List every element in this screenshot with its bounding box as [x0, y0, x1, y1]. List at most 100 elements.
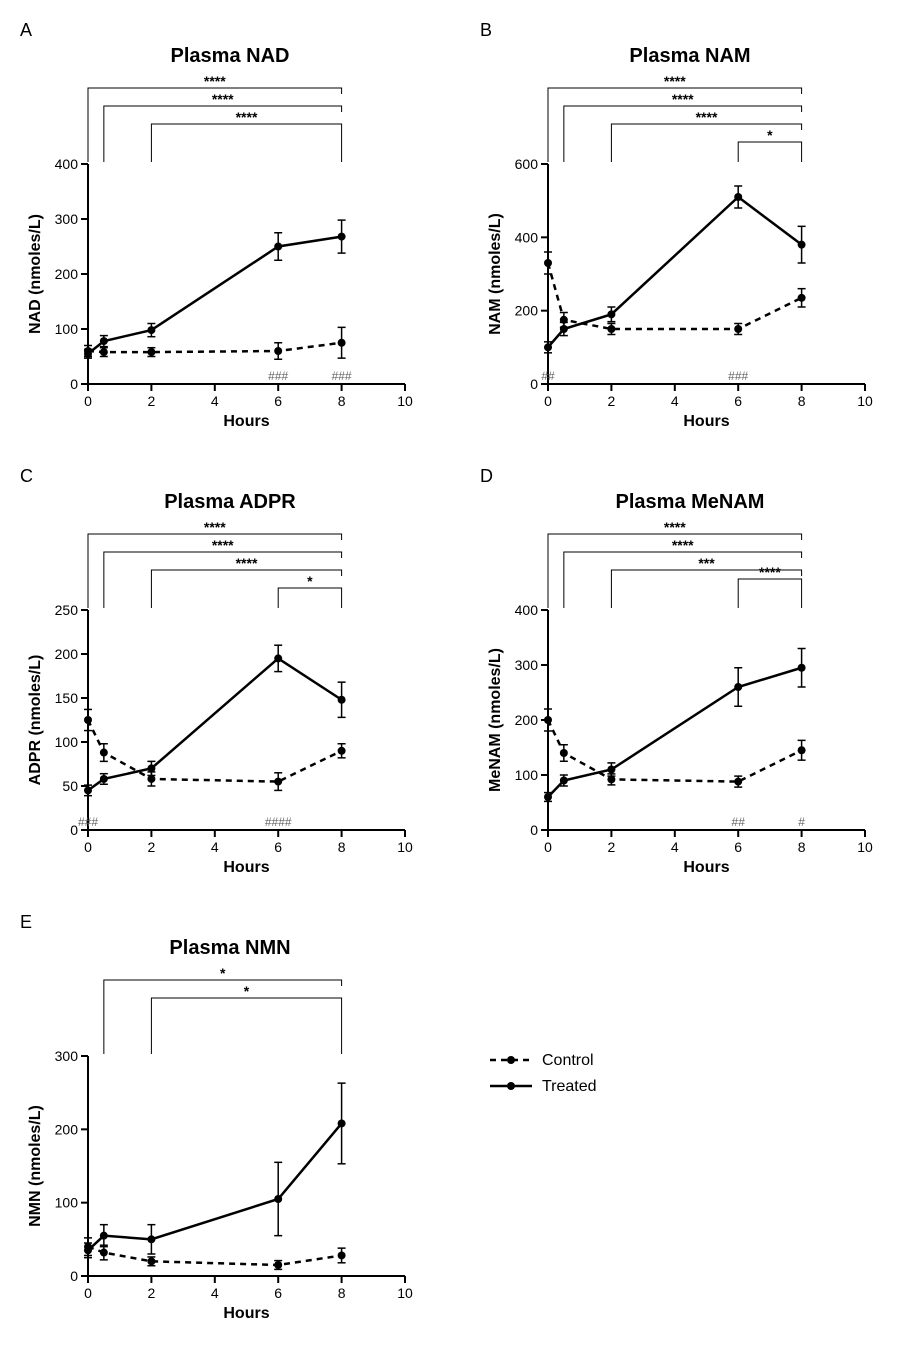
svg-text:NMN (nmoles/L): NMN (nmoles/L) — [27, 1105, 44, 1227]
svg-text:Hours: Hours — [683, 413, 729, 430]
svg-text:100: 100 — [515, 767, 539, 783]
legend-cell: Control Treated — [480, 912, 900, 1326]
legend-label: Treated — [542, 1078, 597, 1095]
panel-letter: C — [20, 466, 440, 487]
svg-text:###: ### — [728, 369, 748, 383]
svg-text:50: 50 — [62, 778, 78, 794]
svg-text:4: 4 — [211, 1285, 219, 1301]
svg-text:0: 0 — [70, 376, 78, 392]
chart-svg: 01002003004000246810HoursNAD (nmoles/L)*… — [20, 74, 420, 434]
svg-text:##: ## — [732, 815, 746, 829]
svg-text:10: 10 — [857, 839, 873, 855]
svg-text:Hours: Hours — [683, 859, 729, 876]
svg-text:###: ### — [332, 369, 352, 383]
panel-letter: D — [480, 466, 900, 487]
svg-text:150: 150 — [55, 690, 79, 706]
svg-text:0: 0 — [84, 1285, 92, 1301]
svg-text:****: **** — [696, 109, 718, 125]
svg-text:6: 6 — [734, 839, 742, 855]
svg-text:6: 6 — [274, 1285, 282, 1301]
svg-text:Hours: Hours — [223, 1305, 269, 1322]
svg-text:600: 600 — [515, 156, 539, 172]
svg-text:****: **** — [672, 91, 694, 107]
svg-text:8: 8 — [798, 839, 806, 855]
svg-text:2: 2 — [148, 1285, 156, 1301]
svg-text:****: **** — [236, 109, 258, 125]
svg-text:2: 2 — [608, 839, 616, 855]
panel-letter: A — [20, 20, 440, 41]
svg-text:10: 10 — [397, 839, 413, 855]
svg-text:0: 0 — [530, 376, 538, 392]
svg-text:200: 200 — [515, 712, 539, 728]
chart-title: Plasma MeNAM — [480, 491, 900, 514]
chart-svg: 01002003004000246810HoursMeNAM (nmoles/L… — [480, 520, 880, 880]
svg-text:2: 2 — [148, 839, 156, 855]
svg-text:400: 400 — [55, 156, 79, 172]
chart-title: Plasma NAM — [480, 45, 900, 68]
svg-text:####: #### — [265, 815, 292, 829]
svg-text:0: 0 — [530, 822, 538, 838]
svg-text:200: 200 — [55, 266, 79, 282]
svg-text:#: # — [798, 815, 805, 829]
svg-text:8: 8 — [338, 1285, 346, 1301]
panel-E: E Plasma NMN 0 100 200 300 0 2 4 6 8 10 Hours NMN (nm… — [20, 912, 440, 1326]
svg-text:****: **** — [212, 91, 234, 107]
svg-text:*: * — [307, 573, 313, 589]
panel-letter: E — [20, 912, 440, 933]
svg-text:6: 6 — [734, 393, 742, 409]
svg-text:ADPR (nmoles/L): ADPR (nmoles/L) — [27, 655, 44, 786]
svg-text:4: 4 — [211, 393, 219, 409]
svg-text:Hours: Hours — [223, 859, 269, 876]
panel-C: CPlasma ADPR0501001502002500246810HoursA… — [20, 466, 440, 880]
svg-text:0: 0 — [84, 393, 92, 409]
svg-text:***: *** — [698, 555, 715, 571]
svg-text:****: **** — [759, 564, 781, 580]
svg-text:400: 400 — [515, 229, 539, 245]
svg-text:4: 4 — [671, 393, 679, 409]
svg-text:10: 10 — [397, 393, 413, 409]
svg-text:****: **** — [212, 537, 234, 553]
svg-text:NAD (nmoles/L): NAD (nmoles/L) — [27, 214, 44, 334]
panel-B: BPlasma NAM02004006000246810HoursNAM (nm… — [480, 20, 900, 434]
svg-text:10: 10 — [397, 1285, 413, 1301]
svg-text:6: 6 — [274, 839, 282, 855]
chart-title: Plasma ADPR — [20, 491, 440, 514]
svg-text:200: 200 — [55, 1121, 79, 1137]
svg-text:200: 200 — [55, 646, 79, 662]
svg-text:0: 0 — [84, 839, 92, 855]
svg-text:4: 4 — [211, 839, 219, 855]
svg-text:****: **** — [664, 520, 686, 535]
chart-svg: 0501001502002500246810HoursADPR (nmoles/… — [20, 520, 420, 880]
svg-text:****: **** — [236, 555, 258, 571]
svg-text:4: 4 — [671, 839, 679, 855]
svg-text:****: **** — [204, 520, 226, 535]
svg-text:8: 8 — [798, 393, 806, 409]
svg-text:2: 2 — [608, 393, 616, 409]
figure-grid: APlasma NAD01002003004000246810HoursNAD … — [20, 20, 900, 1326]
svg-text:****: **** — [204, 74, 226, 89]
svg-text:10: 10 — [857, 393, 873, 409]
svg-text:*: * — [767, 127, 773, 143]
svg-text:###: ### — [78, 815, 98, 829]
svg-text:2: 2 — [148, 393, 156, 409]
svg-text:100: 100 — [55, 734, 79, 750]
svg-text:8: 8 — [338, 393, 346, 409]
panel-letter: B — [480, 20, 900, 41]
svg-text:300: 300 — [55, 211, 79, 227]
svg-text:Hours: Hours — [223, 413, 269, 430]
legend-label: Control — [542, 1052, 594, 1069]
svg-text:6: 6 — [274, 393, 282, 409]
svg-text:*: * — [244, 983, 250, 999]
svg-text:MeNAM (nmoles/L): MeNAM (nmoles/L) — [487, 648, 504, 792]
svg-text:100: 100 — [55, 1195, 79, 1211]
svg-text:0: 0 — [70, 1268, 78, 1284]
chart-title: Plasma NMN — [20, 937, 440, 960]
svg-text:****: **** — [664, 74, 686, 89]
svg-text:****: **** — [672, 537, 694, 553]
svg-text:*: * — [220, 966, 226, 981]
panel-A: APlasma NAD01002003004000246810HoursNAD … — [20, 20, 440, 434]
chart-svg: 0 100 200 300 0 2 4 6 8 10 Hours NMN (nmoles/L) * * — [20, 966, 420, 1326]
svg-text:250: 250 — [55, 602, 79, 618]
legend: Control Treated — [480, 1032, 700, 1112]
svg-text:300: 300 — [55, 1048, 79, 1064]
